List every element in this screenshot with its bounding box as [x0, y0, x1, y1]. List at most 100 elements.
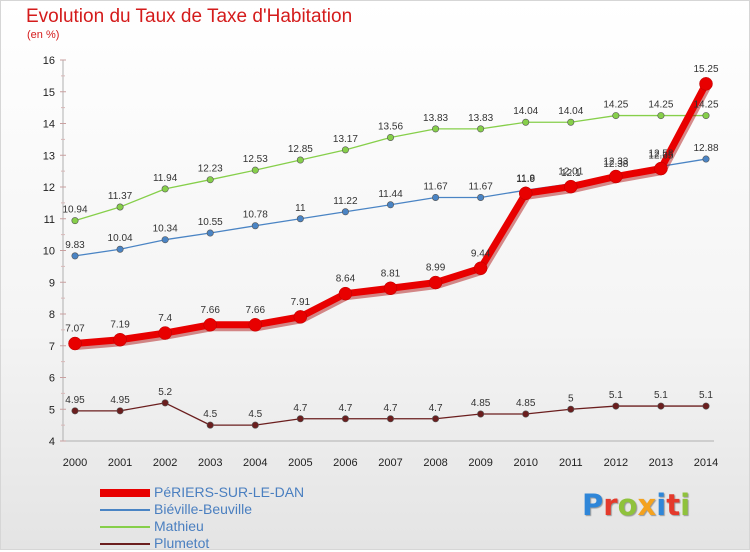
data-label-mathieu: 14.25 — [648, 100, 673, 111]
y-tick-label: 15 — [43, 87, 55, 99]
y-tick-label: 13 — [43, 150, 55, 162]
data-point-bi-ville-beuville — [116, 245, 124, 253]
unit-label: (en %) — [27, 29, 60, 41]
data-point-plumetot — [657, 402, 665, 410]
data-point-mathieu — [341, 146, 349, 154]
legend-swatch — [100, 489, 150, 497]
data-point-plumetot — [206, 421, 214, 429]
data-label-p-riers-sur-le-dan: 12.58 — [648, 149, 673, 160]
y-tick-label: 5 — [49, 404, 55, 416]
data-label-bi-ville-beuville: 12.38 — [603, 159, 628, 170]
data-label-p-riers-sur-le-dan: 9.44 — [471, 248, 491, 259]
data-point-mathieu — [567, 118, 575, 126]
data-point-plumetot — [612, 402, 620, 410]
data-label-p-riers-sur-le-dan: 7.19 — [110, 320, 130, 331]
data-label-bi-ville-beuville: 9.83 — [65, 240, 85, 251]
data-point-bi-ville-beuville — [251, 222, 259, 230]
x-tick-label: 2006 — [333, 457, 357, 469]
data-point-bi-ville-beuville — [477, 193, 485, 201]
data-label-p-riers-sur-le-dan: 8.64 — [336, 274, 356, 285]
data-point-bi-ville-beuville — [71, 252, 79, 260]
data-label-plumetot: 4.7 — [384, 403, 398, 414]
y-tick-label: 4 — [49, 436, 55, 448]
logo-letter: i — [680, 488, 691, 522]
data-point-p-riers-sur-le-dan — [609, 169, 623, 184]
data-label-mathieu: 11.94 — [153, 173, 178, 184]
y-tick-label: 7 — [49, 341, 55, 353]
data-point-plumetot — [477, 410, 485, 418]
data-point-plumetot — [432, 415, 440, 423]
x-tick-label: 2004 — [243, 457, 267, 469]
data-label-bi-ville-beuville: 11 — [295, 203, 306, 214]
data-label-mathieu: 12.53 — [243, 154, 268, 165]
data-label-bi-ville-beuville: 11.67 — [423, 181, 448, 192]
data-label-mathieu: 14.25 — [603, 100, 628, 111]
legend-label: Plumetot — [154, 535, 210, 551]
data-point-mathieu — [161, 185, 169, 193]
legend-label: PéRIERS-SUR-LE-DAN — [154, 484, 305, 500]
data-point-bi-ville-beuville — [386, 201, 394, 209]
data-label-mathieu: 13.83 — [423, 113, 448, 124]
data-point-bi-ville-beuville — [702, 155, 710, 163]
data-label-bi-ville-beuville: 12.1 — [561, 168, 581, 179]
data-label-plumetot: 5.1 — [699, 390, 713, 401]
proxiti-logo: Proxiti — [582, 488, 690, 522]
y-tick-label: 8 — [49, 309, 55, 321]
data-point-bi-ville-beuville — [432, 193, 440, 201]
data-point-p-riers-sur-le-dan — [158, 326, 172, 340]
data-point-mathieu — [657, 112, 665, 120]
data-label-mathieu: 12.23 — [198, 164, 223, 175]
data-label-p-riers-sur-le-dan: 7.66 — [246, 305, 266, 316]
x-tick-label: 2007 — [378, 457, 402, 469]
data-label-p-riers-sur-le-dan: 11.8 — [516, 173, 535, 184]
data-label-p-riers-sur-le-dan: 7.4 — [158, 313, 172, 324]
x-tick-label: 2013 — [649, 457, 673, 469]
data-label-bi-ville-beuville: 10.04 — [108, 233, 133, 244]
data-point-bi-ville-beuville — [341, 208, 349, 216]
data-point-mathieu — [206, 176, 214, 184]
data-point-plumetot — [71, 407, 79, 415]
data-label-plumetot: 4.85 — [516, 398, 536, 409]
legend-swatch — [100, 509, 150, 511]
data-point-mathieu — [612, 112, 620, 120]
data-point-bi-ville-beuville — [161, 236, 169, 244]
data-point-bi-ville-beuville — [296, 215, 304, 223]
x-tick-label: 2002 — [153, 457, 177, 469]
data-label-plumetot: 4.7 — [338, 403, 352, 414]
data-label-p-riers-sur-le-dan: 8.81 — [381, 268, 401, 279]
chart-title: Evolution du Taux de Taxe d'Habitation — [26, 6, 353, 27]
y-tick-label: 9 — [49, 277, 55, 289]
data-label-plumetot: 4.5 — [248, 409, 262, 420]
data-point-p-riers-sur-le-dan — [203, 318, 217, 332]
y-tick-label: 12 — [43, 182, 55, 194]
data-point-plumetot — [296, 415, 304, 423]
data-point-bi-ville-beuville — [206, 229, 214, 237]
y-tick-label: 10 — [43, 246, 55, 258]
y-tick-label: 11 — [44, 214, 55, 226]
data-point-plumetot — [386, 415, 394, 423]
x-tick-label: 2000 — [63, 457, 87, 469]
data-label-plumetot: 4.95 — [110, 395, 130, 406]
data-point-plumetot — [341, 415, 349, 423]
data-point-plumetot — [522, 410, 530, 418]
data-point-p-riers-sur-le-dan — [564, 179, 578, 194]
data-label-p-riers-sur-le-dan: 15.25 — [693, 64, 718, 75]
x-tick-label: 2001 — [108, 457, 132, 469]
data-label-p-riers-sur-le-dan: 8.99 — [426, 263, 446, 274]
data-label-mathieu: 14.04 — [513, 106, 538, 117]
y-tick-label: 16 — [43, 55, 55, 67]
data-label-plumetot: 4.85 — [471, 398, 491, 409]
data-point-p-riers-sur-le-dan — [428, 275, 443, 290]
data-label-mathieu: 14.25 — [693, 100, 718, 111]
data-point-mathieu — [71, 217, 79, 225]
data-point-mathieu — [522, 118, 530, 126]
data-label-bi-ville-beuville: 10.78 — [243, 210, 268, 221]
data-point-plumetot — [567, 405, 575, 413]
data-point-p-riers-sur-le-dan — [338, 286, 353, 301]
data-label-mathieu: 12.85 — [288, 144, 313, 155]
data-label-p-riers-sur-le-dan: 7.66 — [200, 305, 220, 316]
data-label-bi-ville-beuville: 10.34 — [153, 224, 178, 235]
data-label-mathieu: 13.17 — [333, 134, 358, 145]
data-label-bi-ville-beuville: 11.67 — [468, 181, 493, 192]
